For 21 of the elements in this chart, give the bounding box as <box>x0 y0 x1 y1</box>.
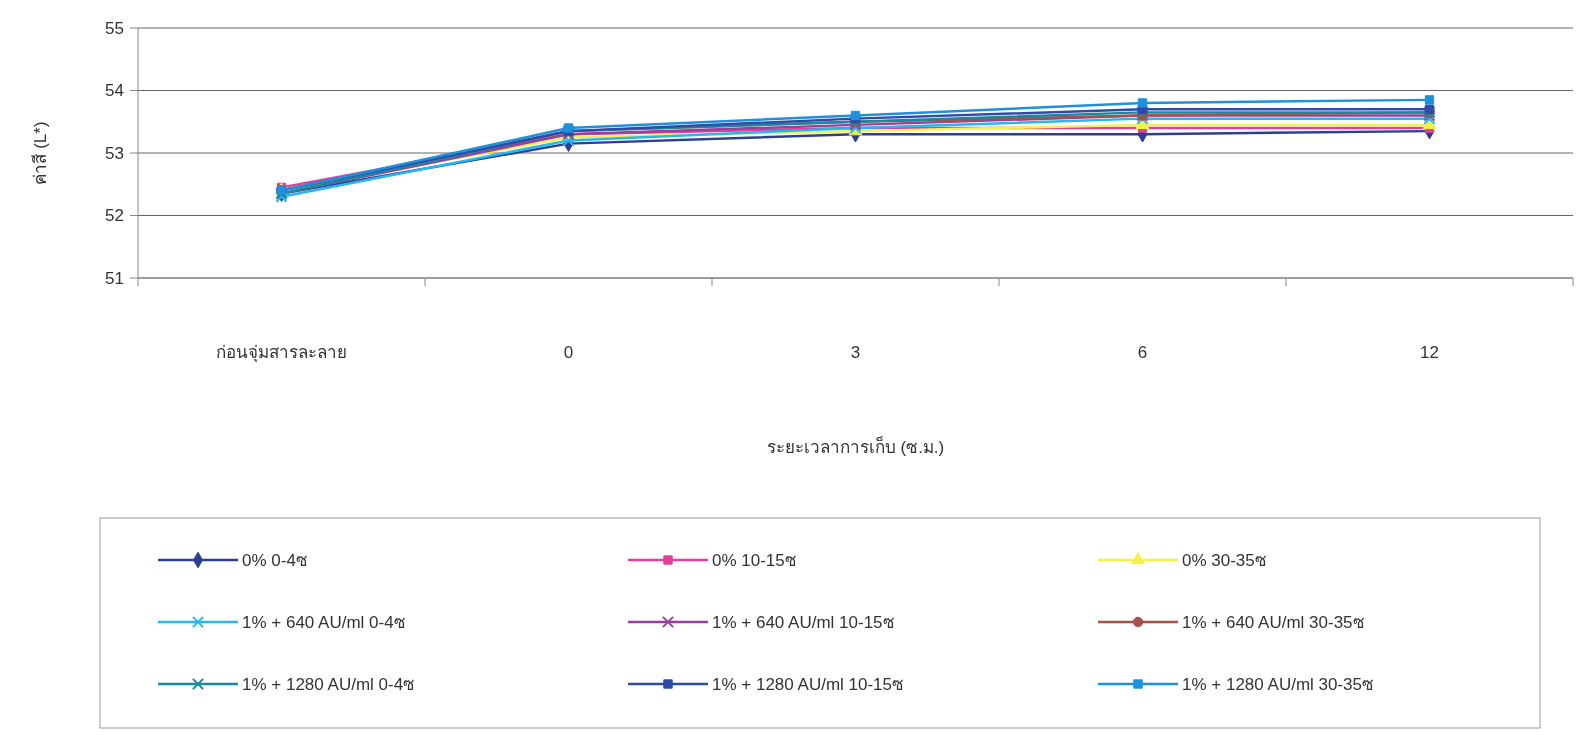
x-tick-label: 12 <box>1420 343 1439 362</box>
legend-label: 1% + 1280 AU/ml 30-35ซ <box>1182 674 1375 694</box>
y-tick-label: 54 <box>105 81 124 101</box>
legend-label: 0% 30-35ซ <box>1182 550 1267 570</box>
x-tick-label: 6 <box>1137 343 1148 362</box>
legend-label: 1% + 1280 AU/ml 10-15ซ <box>712 674 905 694</box>
x-tick-label: ก่อนจุ่มสารละลาย <box>216 343 347 363</box>
y-tick-label: 52 <box>105 206 124 226</box>
x-tick-label: 3 <box>850 343 861 362</box>
legend-label: 0% 10-15ซ <box>712 550 797 570</box>
x-axis-title: ระยะเวลาการเก็บ (ซ.ม.) <box>766 436 945 457</box>
legend-label: 1% + 640 AU/ml 30-35ซ <box>1182 612 1365 632</box>
y-axis-title: ค่าสี (L*) <box>31 121 50 185</box>
y-tick-label: 53 <box>105 143 124 163</box>
y-tick-label: 51 <box>105 268 124 288</box>
legend-label: 1% + 1280 AU/ml 0-4ซ <box>242 674 416 694</box>
y-tick-label: 55 <box>105 18 124 38</box>
legend-label: 0% 0-4ซ <box>242 550 308 570</box>
legend-label: 1% + 640 AU/ml 0-4ซ <box>242 612 406 632</box>
x-tick-label: 0 <box>563 343 574 362</box>
legend-label: 1% + 640 AU/ml 10-15ซ <box>712 612 895 632</box>
